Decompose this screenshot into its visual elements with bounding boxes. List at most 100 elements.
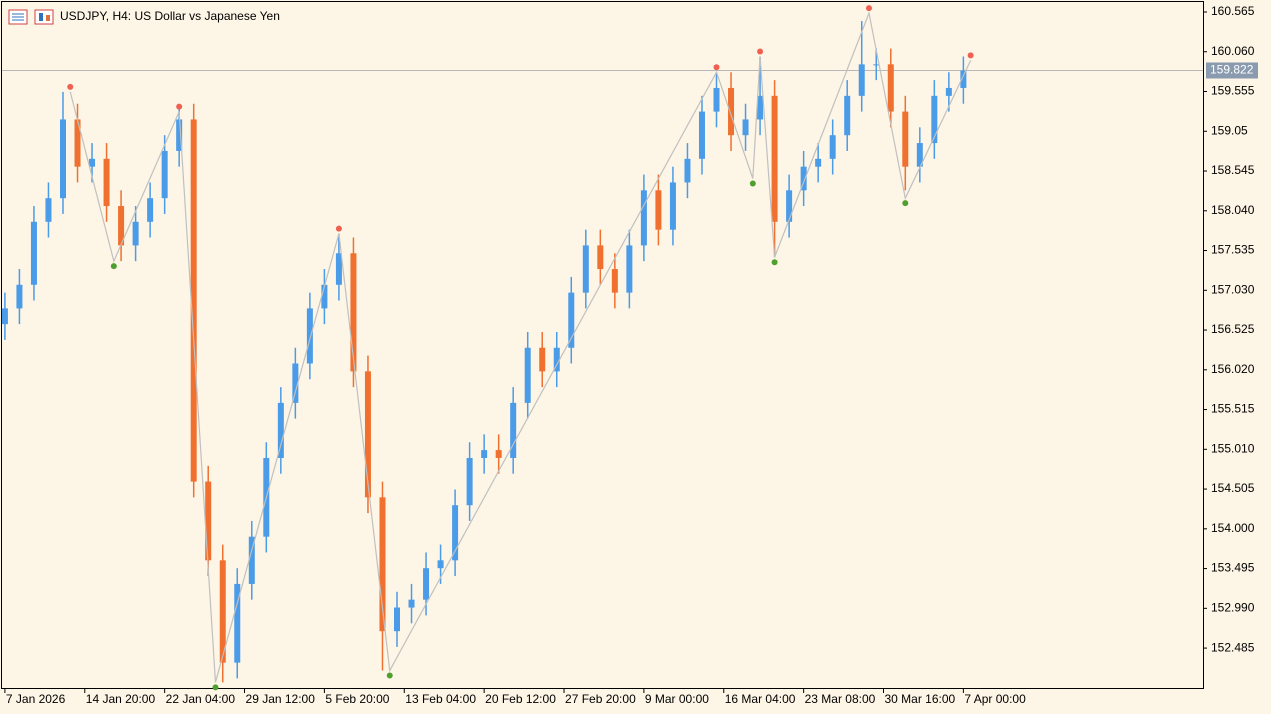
candle-body [234, 583, 241, 663]
candle-body [655, 190, 662, 230]
x-tick-label: 27 Feb 20:00 [565, 692, 636, 706]
candle-body [292, 363, 299, 403]
candle-body [669, 182, 676, 230]
candle-body [887, 64, 894, 112]
candle-body [306, 308, 313, 364]
candle-body [713, 87, 720, 112]
candle-body [757, 95, 764, 120]
y-tick-label: 159.05 [1211, 123, 1248, 137]
candle-body [698, 111, 705, 159]
zigzag-line [69, 11, 972, 683]
candle-body [394, 607, 401, 632]
candle-body [568, 292, 575, 348]
swing-point [967, 52, 974, 59]
x-tick-label: 7 Apr 00:00 [964, 692, 1026, 706]
candle-body [103, 158, 110, 207]
swing-point [757, 48, 764, 55]
y-tick-label: 158.040 [1211, 203, 1255, 217]
y-tick-label: 155.515 [1211, 402, 1255, 416]
y-tick-label: 152.485 [1211, 640, 1255, 654]
y-tick-label: 152.990 [1211, 601, 1255, 615]
candle-body [1, 308, 8, 325]
current-price-label: 159.822 [1210, 63, 1254, 77]
candle-body [437, 560, 444, 569]
swing-point [902, 200, 909, 207]
candle-body [161, 150, 168, 199]
candle-body [176, 119, 183, 151]
candle-body [553, 347, 560, 372]
x-tick-label: 7 Jan 2026 [6, 692, 66, 706]
swing-point [713, 64, 720, 71]
candle-body [873, 64, 880, 66]
candle-body [931, 95, 938, 144]
candle-body [452, 505, 459, 561]
candle-body [248, 536, 255, 584]
y-tick-label: 155.010 [1211, 441, 1255, 455]
x-tick-label: 16 Mar 04:00 [725, 692, 796, 706]
x-tick-label: 22 Jan 04:00 [166, 692, 236, 706]
candle-body [364, 371, 371, 498]
swing-point [335, 225, 342, 232]
candle-body [728, 87, 735, 136]
y-tick-label: 158.545 [1211, 163, 1255, 177]
y-tick-label: 154.505 [1211, 481, 1255, 495]
candle-body [916, 143, 923, 167]
x-tick-label: 23 Mar 08:00 [805, 692, 876, 706]
candle-body [16, 284, 23, 309]
candle-body [960, 70, 967, 88]
candle-body [495, 450, 502, 458]
candle-body [205, 481, 212, 561]
swing-point [176, 103, 183, 110]
candle-body [481, 450, 488, 458]
candle-body [466, 457, 473, 506]
candle-body [611, 269, 618, 293]
y-tick-label: 153.495 [1211, 561, 1255, 575]
y-tick-label: 157.030 [1211, 282, 1255, 296]
swing-point [386, 672, 393, 679]
swing-point [771, 259, 778, 266]
candle-body [582, 245, 589, 293]
candle-body [408, 599, 415, 608]
candle-body [597, 245, 604, 270]
swing-point [212, 684, 219, 691]
swing-point [865, 5, 872, 12]
candle-body [844, 95, 851, 136]
candle-body [74, 119, 81, 167]
candle-body [626, 245, 633, 293]
current-price-box [1206, 62, 1258, 79]
candle-body [89, 158, 96, 167]
toolbar-icons [8, 9, 54, 25]
x-tick-label: 13 Feb 04:00 [405, 692, 476, 706]
chart-title: USDJPY, H4: US Dollar vs Japanese Yen [60, 9, 280, 23]
candle-body [902, 111, 909, 167]
candle-body [815, 158, 822, 167]
candle-body [539, 347, 546, 372]
candle-body [684, 158, 691, 183]
swing-point [749, 180, 756, 187]
y-tick-label: 156.525 [1211, 322, 1255, 336]
candle-body [350, 253, 357, 372]
candle-body [945, 87, 952, 96]
candle-body [786, 190, 793, 222]
y-tick-label: 157.535 [1211, 243, 1255, 257]
candle-body [30, 221, 37, 285]
y-tick-label: 160.565 [1211, 4, 1255, 18]
plot-frame [1, 1, 1204, 689]
y-tick-label: 160.060 [1211, 44, 1255, 58]
x-tick-label: 5 Feb 20:00 [325, 692, 389, 706]
candle-body [219, 560, 226, 663]
candle-body [118, 206, 125, 246]
candle-body [335, 253, 342, 285]
candle-body [858, 64, 865, 96]
candle-body [190, 119, 197, 482]
candle-body [45, 198, 52, 222]
candle-body [829, 135, 836, 159]
candle-body [510, 402, 517, 458]
candle-body [771, 95, 778, 222]
candle-body [640, 190, 647, 246]
x-tick-label: 30 Mar 16:00 [885, 692, 956, 706]
y-tick-label: 156.020 [1211, 362, 1255, 376]
y-tick-label: 159.555 [1211, 84, 1255, 98]
